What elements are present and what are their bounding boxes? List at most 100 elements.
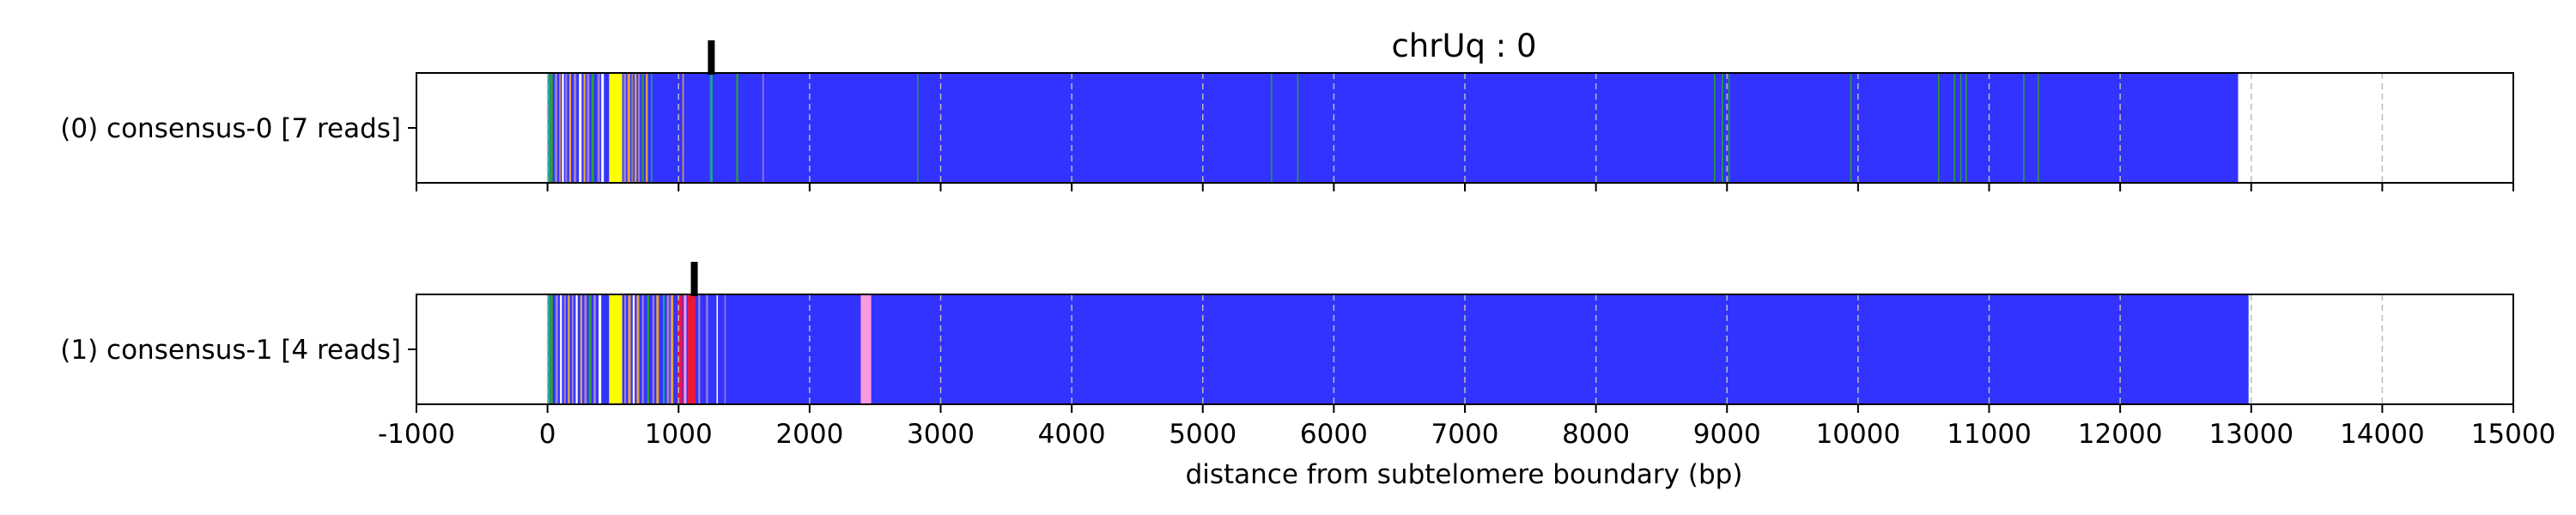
segment-purple xyxy=(637,73,641,183)
segment-purple xyxy=(555,73,558,183)
segment-orange xyxy=(627,73,630,183)
panel-0: (0) consensus-0 [7 reads] xyxy=(60,40,2514,191)
segment-teal xyxy=(547,294,550,404)
chart-title: chrUq : 0 xyxy=(1391,27,1536,64)
segment-pink xyxy=(683,294,687,404)
segment-orange xyxy=(646,73,648,183)
segment-green xyxy=(550,73,553,183)
consensus-bar xyxy=(547,73,2239,183)
segment-red xyxy=(677,294,683,404)
segment-white xyxy=(579,73,582,183)
segment-white xyxy=(632,294,635,404)
segment-green xyxy=(641,73,644,183)
segment-purple xyxy=(563,294,566,404)
segment-green xyxy=(647,294,649,404)
segment-green xyxy=(736,73,738,183)
x-tick-label: 0 xyxy=(539,419,556,450)
segment-teal xyxy=(709,73,713,183)
segment-green xyxy=(591,73,594,183)
segment-purple xyxy=(652,294,655,404)
x-tick-label: 4000 xyxy=(1038,419,1106,450)
segment-purple xyxy=(593,294,597,404)
segment-green xyxy=(917,73,919,183)
segment-purple xyxy=(623,294,627,404)
series-label: (0) consensus-0 [7 reads] xyxy=(60,113,401,144)
segment-white xyxy=(598,294,602,404)
segment-teal xyxy=(547,73,550,183)
chart-panels: (0) consensus-0 [7 reads] (1) consensus-1… xyxy=(60,40,2514,413)
segment-grey xyxy=(631,73,634,183)
x-axis: -1000 0 1000 2000 3000 4000 5000 6000 7000 8000 90… xyxy=(378,419,2555,450)
segment-orange xyxy=(568,73,572,183)
x-tick-label: 11000 xyxy=(1947,419,2032,450)
segment-purple xyxy=(724,294,726,404)
segment-white xyxy=(560,294,562,404)
segment-green xyxy=(1959,73,1962,183)
segment-purple xyxy=(555,294,558,404)
segment-purple xyxy=(641,294,644,404)
segment-white xyxy=(716,294,719,404)
segment-orange xyxy=(636,294,640,404)
segment-orange xyxy=(671,294,674,404)
segment-purple xyxy=(762,73,764,183)
segment-purple xyxy=(571,294,574,404)
x-tick-label: 1000 xyxy=(645,419,713,450)
segment-orange xyxy=(635,73,637,183)
segment-purple xyxy=(706,294,708,404)
segment-red xyxy=(687,294,696,404)
segment-green xyxy=(1850,73,1852,183)
series-label: (1) consensus-1 [4 reads] xyxy=(60,335,401,366)
x-tick-label: 12000 xyxy=(2078,419,2163,450)
x-tick-label: 3000 xyxy=(907,419,975,450)
segment-green xyxy=(1953,73,1955,183)
x-tick-label: 7000 xyxy=(1431,419,1499,450)
x-tick-label: 13000 xyxy=(2208,419,2293,450)
x-tick-label: 8000 xyxy=(1562,419,1630,450)
segment-white xyxy=(601,73,605,183)
segment-purple xyxy=(584,294,587,404)
segment-purple xyxy=(586,73,590,183)
segment-green xyxy=(2037,73,2039,183)
segment-green xyxy=(1297,73,1299,183)
segment-pink xyxy=(860,294,872,404)
segment-green xyxy=(588,294,592,404)
segment-green xyxy=(1965,73,1967,183)
segment-orange xyxy=(682,73,684,183)
boundary-marker xyxy=(708,40,715,75)
segment-orange xyxy=(580,294,583,404)
segment-purple xyxy=(574,73,577,183)
segment-green xyxy=(2023,73,2025,183)
segment-purple xyxy=(565,73,568,183)
segment-teal xyxy=(651,73,653,183)
x-axis-label: distance from subtelomere boundary (bp) xyxy=(1186,459,1743,490)
segment-orange xyxy=(628,294,631,404)
segment-orange xyxy=(583,73,586,183)
x-tick-label: 9000 xyxy=(1693,419,1761,450)
segment-green xyxy=(550,294,553,404)
segment-purple xyxy=(623,73,627,183)
segment-purple xyxy=(597,73,600,183)
segment-green xyxy=(1722,73,1723,183)
segment-yellow xyxy=(609,294,623,404)
x-tick-label: 2000 xyxy=(775,419,843,450)
segment-purple xyxy=(666,294,670,404)
segment-green xyxy=(1937,73,1940,183)
x-tick-label: 5000 xyxy=(1169,419,1236,450)
segment-orange xyxy=(559,73,561,183)
segment-orange xyxy=(568,294,570,404)
panel-1: (1) consensus-1 [4 reads] xyxy=(60,262,2514,413)
x-tick-label: 6000 xyxy=(1300,419,1368,450)
x-tick-label: 15000 xyxy=(2471,419,2556,450)
segment-green xyxy=(1728,73,1730,183)
x-tick-label: -1000 xyxy=(378,419,455,450)
segment-green xyxy=(1713,73,1716,183)
segment-orange xyxy=(656,294,659,404)
boundary-marker xyxy=(690,262,698,296)
x-tick-label: 14000 xyxy=(2340,419,2425,450)
x-tick-label: 10000 xyxy=(1816,419,1901,450)
segment-yellow xyxy=(609,73,623,183)
segment-green xyxy=(1271,73,1273,183)
consensus-bar xyxy=(547,294,2249,404)
segment-white xyxy=(562,73,564,183)
